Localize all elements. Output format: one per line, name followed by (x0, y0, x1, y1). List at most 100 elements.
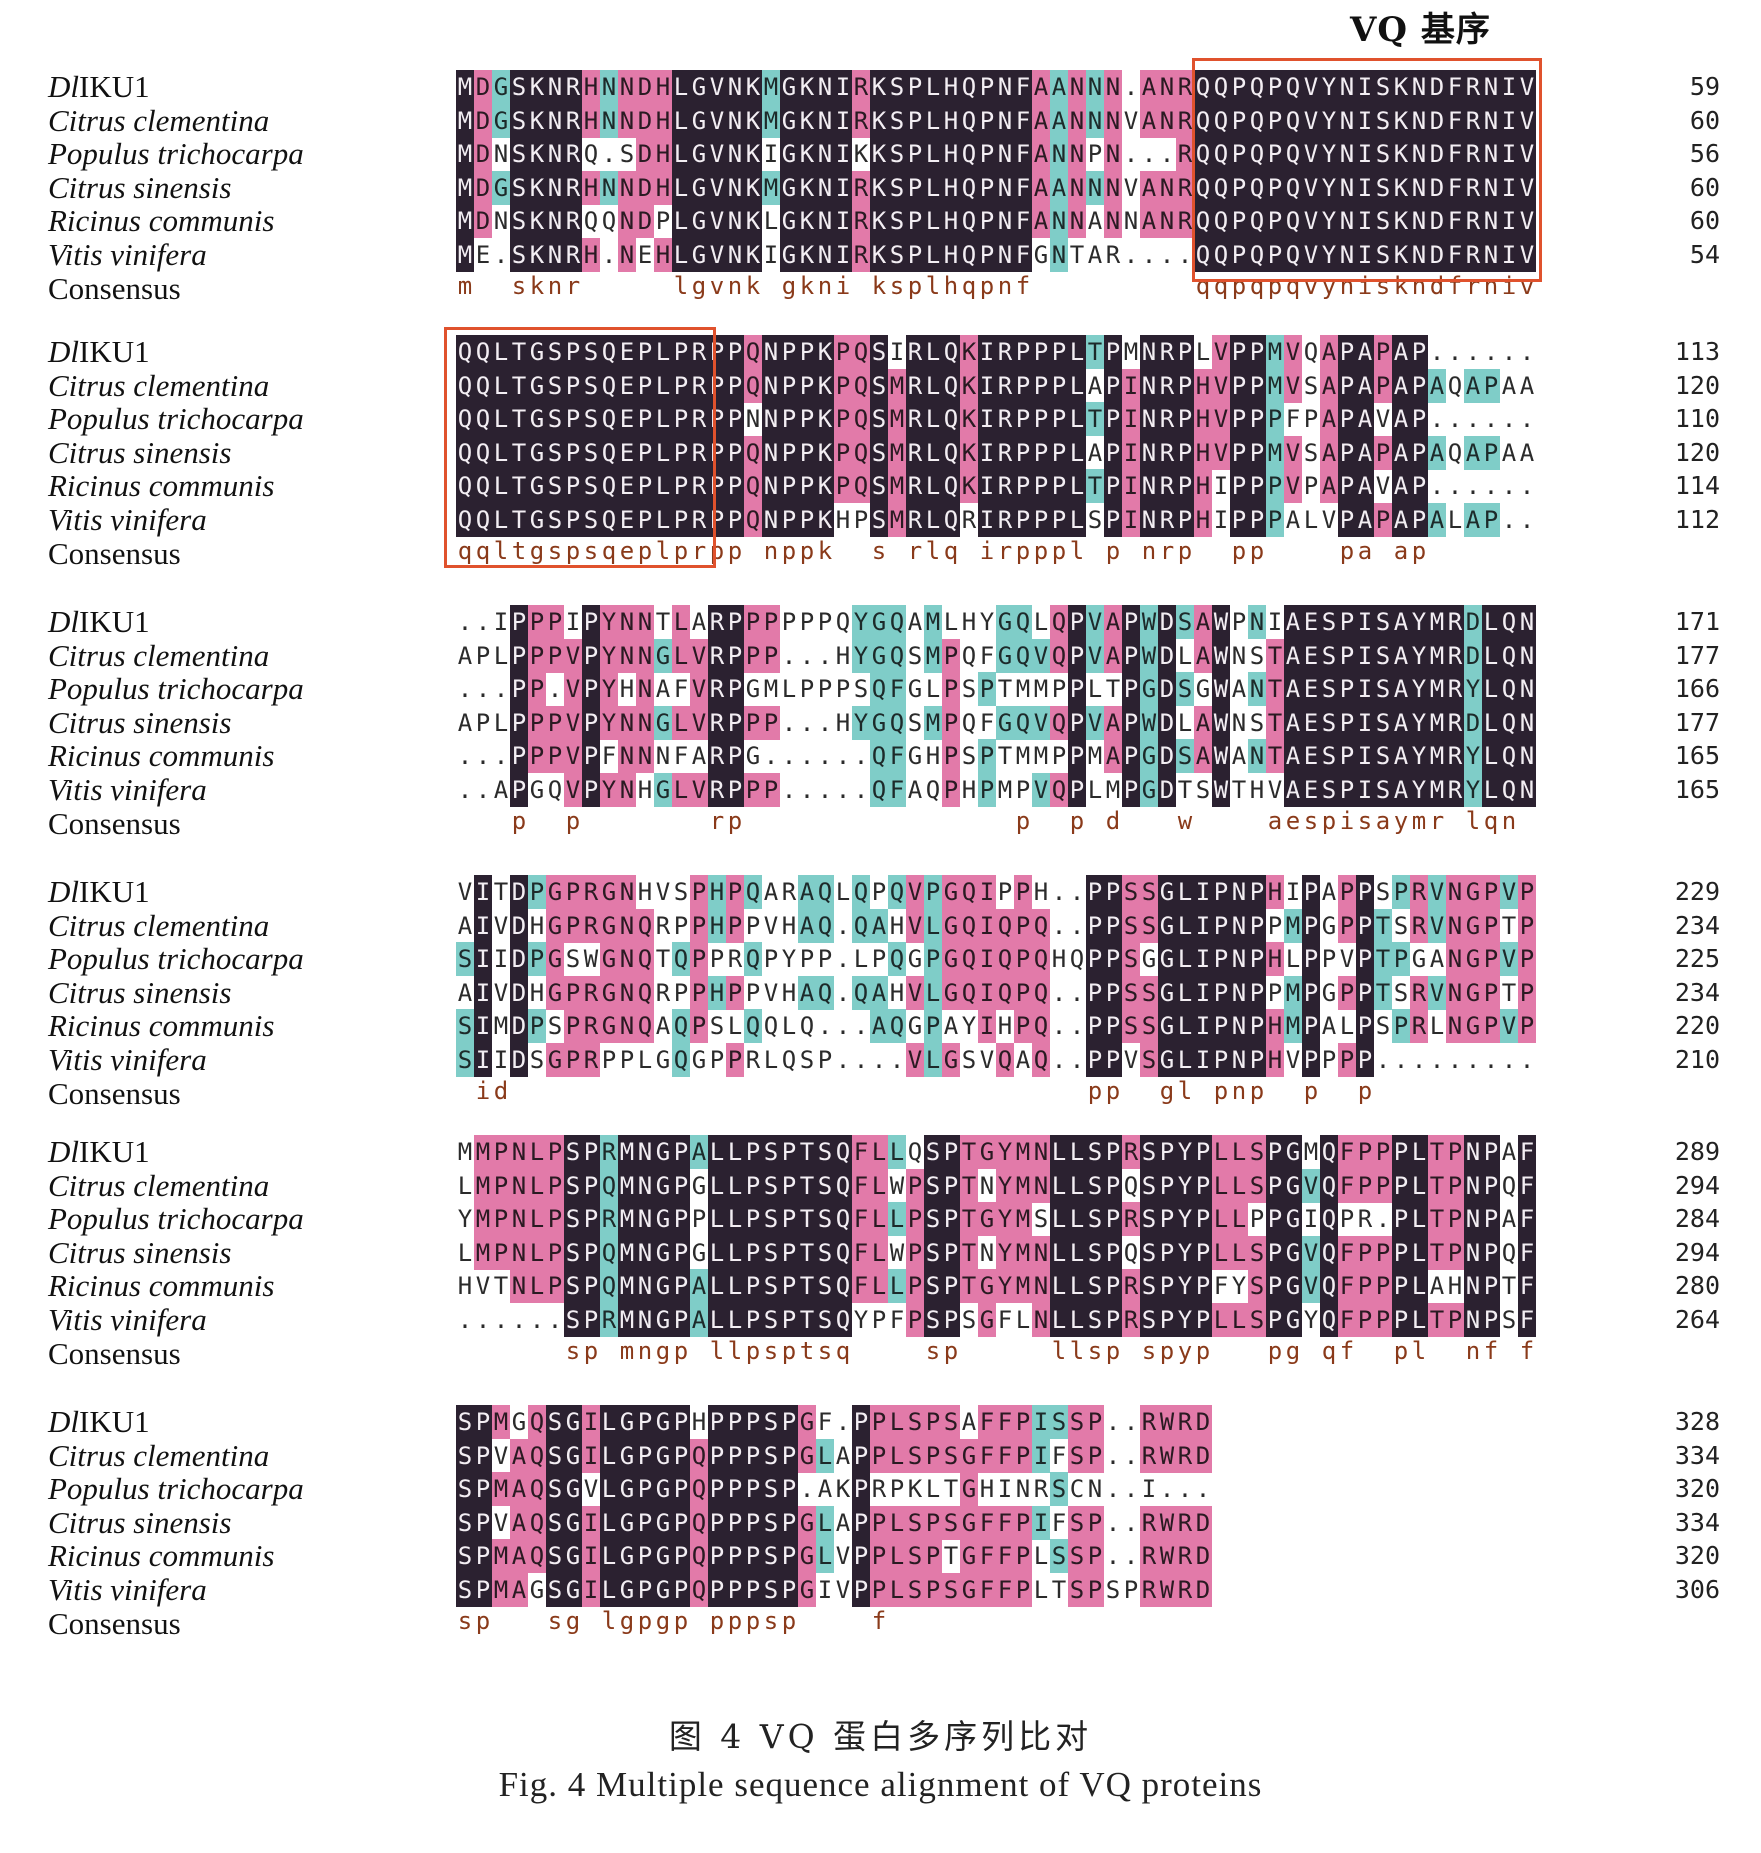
residue: Q (834, 1269, 852, 1304)
residue: R (690, 503, 708, 537)
residue: P (1086, 1043, 1104, 1077)
residue: E (1302, 705, 1320, 740)
residue: S (870, 368, 888, 403)
residue: S (510, 103, 528, 138)
residue: S (546, 503, 564, 537)
residue: M (618, 1269, 636, 1304)
residue-position-number: 264 (1674, 1305, 1720, 1334)
consensus-residue: q (1483, 806, 1499, 835)
residue: P (780, 435, 798, 470)
consensus-residue: p (1231, 536, 1247, 565)
residue: G (978, 1135, 996, 1169)
residue-position-number: 320 (1674, 1474, 1720, 1504)
residue: P (672, 368, 690, 403)
residue: P (1212, 875, 1230, 909)
residue: A (1050, 70, 1068, 104)
residue: P (474, 1505, 492, 1540)
residue: P (726, 503, 744, 537)
residue: S (546, 335, 564, 369)
residue: Y (996, 1269, 1014, 1304)
residue: L (726, 1168, 744, 1203)
residue: P (582, 1269, 600, 1304)
residue: P (744, 705, 762, 740)
residue: D (1194, 1505, 1212, 1540)
residue: P (726, 368, 744, 403)
residue: R (1464, 204, 1482, 239)
consensus-residue (1050, 1077, 1068, 1105)
consensus-residue: p (1177, 536, 1193, 565)
residue: N (1248, 672, 1266, 707)
residue: N (726, 137, 744, 172)
residue: . (601, 241, 617, 269)
residue: P (942, 1235, 960, 1270)
residue: P (726, 638, 744, 673)
residue: Q (474, 469, 492, 504)
residue: R (708, 705, 726, 740)
residue: S (1303, 438, 1319, 467)
residue: G (1158, 1043, 1176, 1077)
residue: N (636, 1202, 654, 1237)
residue: S (456, 942, 474, 977)
residue: P (870, 1405, 888, 1439)
residue: A (1429, 1272, 1445, 1301)
consensus-residue (1050, 272, 1068, 300)
residue: P (1158, 1269, 1176, 1304)
consensus-residue: s (1087, 1336, 1103, 1365)
residue: M (1303, 1138, 1319, 1166)
residue: A (961, 1408, 977, 1436)
residue: K (835, 1475, 851, 1504)
consensus-residue: g (619, 1606, 635, 1635)
residue: P (1231, 608, 1247, 636)
residue: G (564, 1573, 582, 1607)
residue: P (1032, 402, 1050, 437)
residue: A (1429, 945, 1445, 974)
residue: N (1248, 605, 1266, 639)
consensus-residue: f (871, 1606, 887, 1635)
residue: I (1356, 605, 1374, 639)
residue: Q (870, 672, 888, 707)
consensus-residue (492, 807, 510, 835)
residue: P (582, 705, 600, 740)
residue: M (456, 238, 474, 272)
residue: P (1104, 368, 1122, 403)
residue: R (1464, 238, 1482, 272)
consensus-residue (996, 1337, 1014, 1365)
residue: P (690, 1009, 708, 1044)
residue: P (1104, 1135, 1122, 1169)
residue: Q (1320, 1135, 1338, 1169)
residue: P (1248, 1009, 1266, 1044)
residue: P (1176, 435, 1194, 470)
residue: P (1122, 672, 1140, 707)
residue: S (564, 1202, 582, 1237)
residue: G (960, 1505, 978, 1540)
residue: N (1446, 942, 1464, 977)
consensus-residue (1284, 537, 1302, 565)
residue: I (1500, 137, 1518, 172)
residue: . (853, 1046, 869, 1074)
residue: V (1518, 204, 1536, 239)
residue: P (852, 1539, 870, 1574)
consensus-residue: s (871, 536, 887, 565)
residue: A (870, 908, 888, 943)
residue: L (924, 402, 942, 437)
residue: . (1105, 1508, 1121, 1537)
residue: L (600, 1472, 618, 1507)
residue: . (1447, 1046, 1463, 1074)
residue: V (1123, 106, 1139, 135)
consensus-residue (1500, 1337, 1518, 1365)
consensus-residue: g (691, 271, 707, 300)
residue: S (709, 1012, 725, 1041)
residue: I (1122, 402, 1140, 437)
residue: R (1446, 672, 1464, 707)
residue: P (1068, 605, 1086, 639)
residue: . (1141, 241, 1157, 269)
consensus-residue: v (1303, 271, 1319, 300)
residue: Y (1410, 739, 1428, 774)
residue: P (1266, 1202, 1284, 1237)
residue: . (799, 1475, 815, 1504)
residue: E (618, 503, 636, 537)
consensus-residue: n (547, 271, 563, 300)
residue: N (1230, 975, 1248, 1010)
residue: P (942, 1168, 960, 1203)
